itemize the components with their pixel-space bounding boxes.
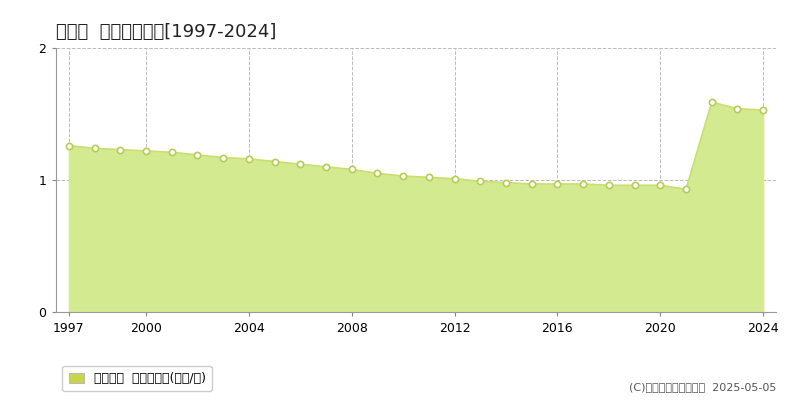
Text: 下川町  基準地価推移[1997-2024]: 下川町 基準地価推移[1997-2024] xyxy=(56,23,276,41)
Legend: 基準地価  平均坪単価(万円/坪): 基準地価 平均坪単価(万円/坪) xyxy=(62,366,212,391)
Text: (C)土地価格ドットコム  2025-05-05: (C)土地価格ドットコム 2025-05-05 xyxy=(629,382,776,392)
